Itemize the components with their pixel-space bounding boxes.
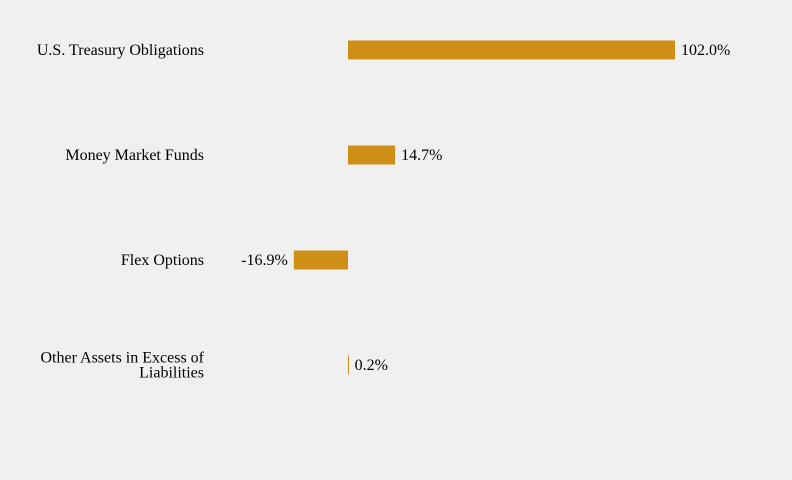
value-labels-group: 102.0% 14.7% -16.9% 0.2% [241, 42, 730, 374]
category-label-3: Other Assets in Excess of Liabilities [40, 350, 204, 382]
category-label-0: U.S. Treasury Obligations [37, 42, 204, 59]
bar-1 [348, 145, 396, 165]
category-label-line: Flex Options [121, 252, 204, 269]
bars-group [293, 40, 675, 375]
value-label-2: -16.9% [241, 252, 288, 269]
category-label-line: Money Market Funds [65, 147, 204, 164]
category-label-line: Other Assets in Excess of [40, 350, 204, 367]
category-label-line: Liabilities [139, 365, 204, 382]
bar-0 [348, 40, 675, 60]
bar-2 [293, 250, 348, 270]
value-label-0: 102.0% [681, 42, 730, 59]
category-label-2: Flex Options [121, 252, 204, 269]
value-label-3: 0.2% [355, 357, 388, 374]
value-label-1: 14.7% [401, 147, 442, 164]
bar-3 [348, 355, 349, 375]
category-label-1: Money Market Funds [65, 147, 204, 164]
category-labels-group: U.S. Treasury Obligations Money Market Fu… [37, 42, 205, 382]
category-label-line: U.S. Treasury Obligations [37, 42, 204, 59]
